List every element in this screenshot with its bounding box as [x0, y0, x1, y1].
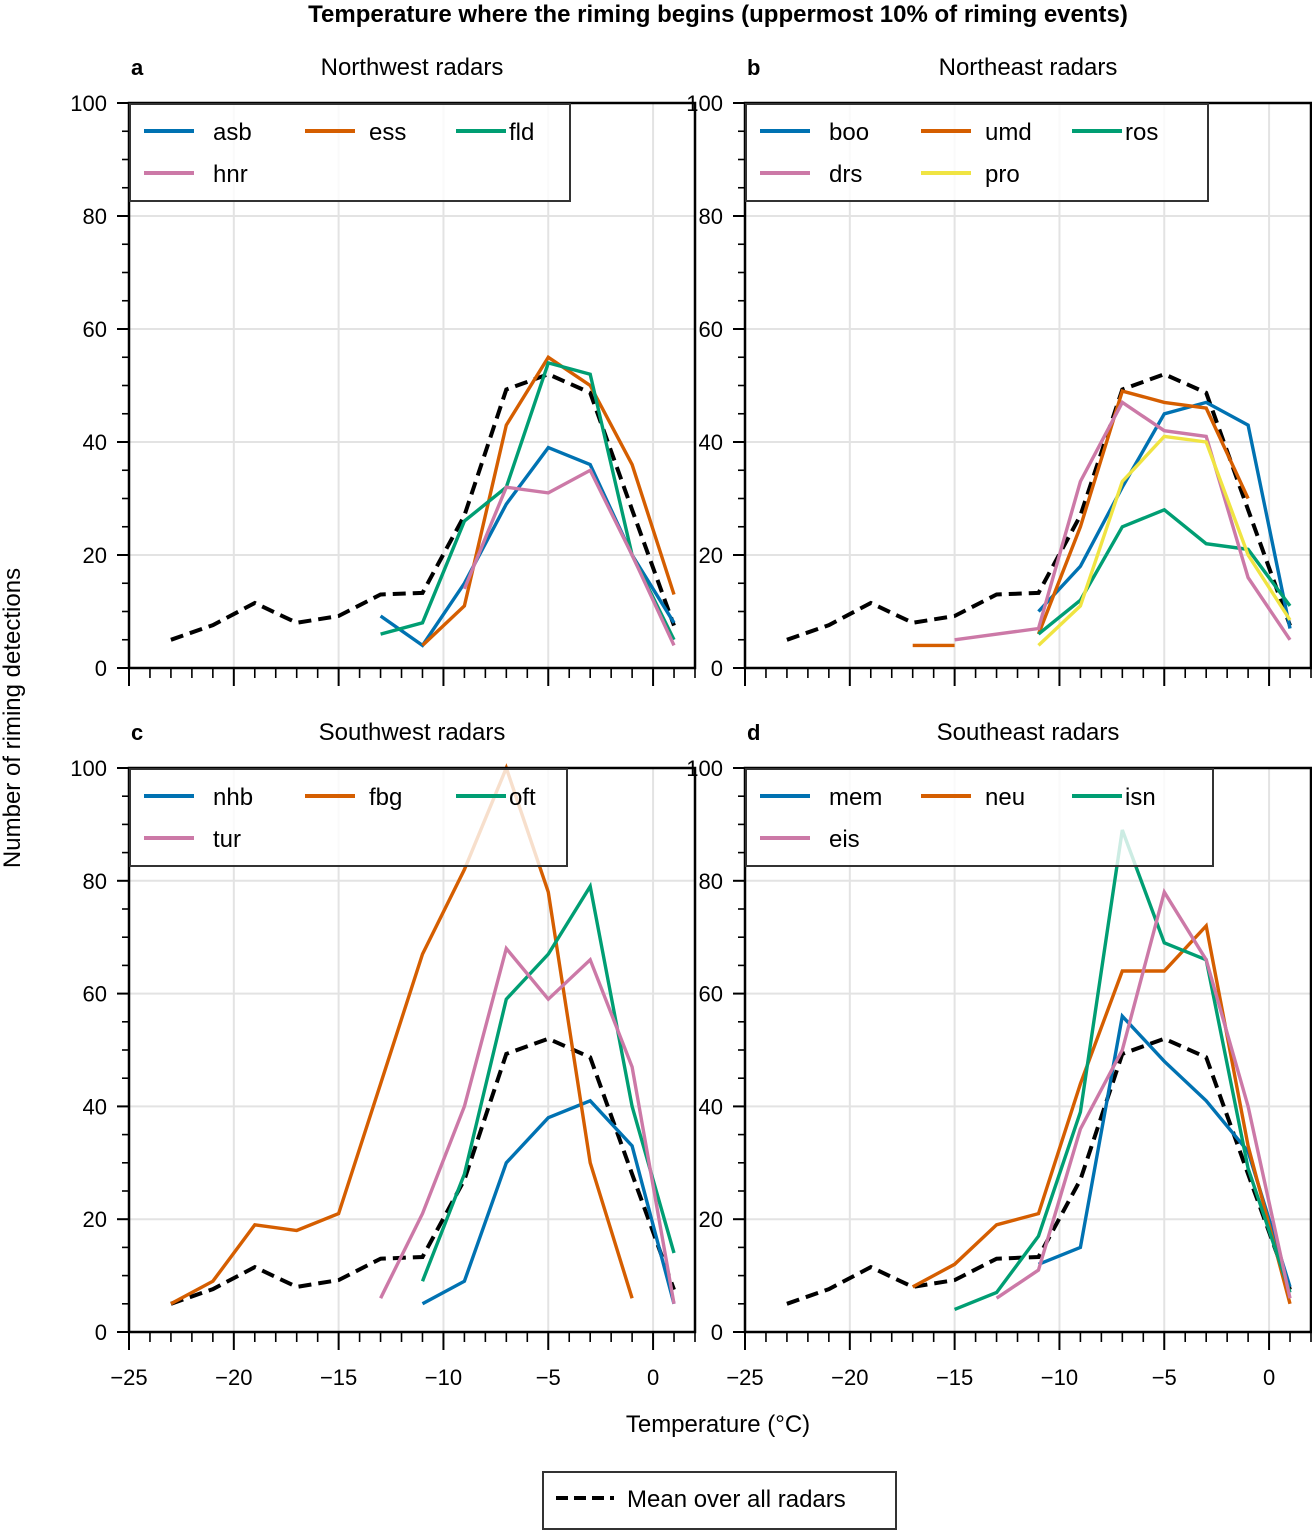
series-line-hnr — [462, 467, 676, 647]
y-tick-label: 20 — [83, 543, 107, 568]
legend-frame — [129, 103, 571, 202]
y-tick-label: 80 — [699, 869, 723, 894]
panels: 0 20 40 60 80 100 a Northwest radars asb ess fld hn… — [70, 54, 1312, 1390]
y-tick-label: 100 — [70, 756, 107, 781]
mean-line — [170, 1036, 676, 1306]
legend-label-eis: eis — [829, 826, 860, 853]
series-line-eis — [995, 887, 1292, 1300]
y-axis-label: Number of riming detections — [0, 568, 26, 868]
x-tick-label: −20 — [215, 1365, 252, 1390]
legend-label-pro: pro — [985, 161, 1020, 188]
legend-frame — [129, 768, 568, 867]
y-tick-label: 80 — [699, 204, 723, 229]
y-tick-label: 20 — [699, 543, 723, 568]
legend-frame — [745, 768, 1214, 867]
x-tick-label: −10 — [425, 1365, 462, 1390]
series-line-ess — [421, 354, 676, 647]
x-tick-label: −15 — [320, 1365, 357, 1390]
panel-letter: c — [131, 720, 143, 745]
panel-letter: d — [747, 720, 760, 745]
legend-label-asb: asb — [213, 119, 252, 146]
legend-label-tur: tur — [213, 826, 241, 853]
figure-title: Temperature where the riming begins (upp… — [308, 1, 1128, 28]
legend-label-mem: mem — [829, 784, 882, 811]
shared-legend-frame — [542, 1471, 897, 1530]
legend: mem neu isn eis — [745, 768, 1214, 867]
y-tick-label: 60 — [699, 982, 723, 1007]
legend-label-hnr: hnr — [213, 161, 248, 188]
y-tick-label: 100 — [686, 756, 723, 781]
y-tick-label: 60 — [699, 317, 723, 342]
series-line-oft — [420, 881, 676, 1282]
panel-b: 0 20 40 60 80 100 b Northeast radars boo umd ros dr… — [686, 54, 1312, 686]
panel-letter: a — [131, 55, 144, 80]
x-axis-label: Temperature (°C) — [626, 1411, 810, 1438]
series-line-boo — [1037, 400, 1292, 629]
legend: nhb fbg oft tur — [129, 768, 568, 867]
legend-label-drs: drs — [829, 161, 862, 188]
mean-line — [786, 372, 1292, 642]
series-line-isn — [953, 829, 1292, 1311]
y-tick-label: 0 — [711, 1320, 723, 1345]
x-tick-label: −15 — [936, 1365, 973, 1390]
x-tick-label: −10 — [1041, 1365, 1078, 1390]
legend-label-oft: oft — [509, 784, 536, 811]
panel-title: Northeast radars — [939, 54, 1118, 81]
legend-frame — [745, 103, 1209, 202]
y-tick-label: 80 — [83, 869, 107, 894]
legend-label-boo: boo — [829, 119, 869, 146]
panel-d: 0 20 40 60 80 100 −25 −20 −15 −10 −5 0 d Southeast ra… — [686, 719, 1312, 1390]
y-tick-label: 40 — [699, 430, 723, 455]
series-line-umd — [1036, 389, 1250, 635]
y-tick-label: 40 — [83, 1094, 107, 1119]
y-tick-label: 80 — [83, 204, 107, 229]
legend-label-umd: umd — [985, 119, 1032, 146]
series-line-nhb — [421, 1098, 676, 1306]
y-tick-label: 100 — [686, 91, 723, 116]
series-line-pro — [1037, 434, 1292, 647]
panel-c: 0 20 40 60 80 100 −25 −20 −15 −10 −5 0 c Southwest ra… — [70, 719, 697, 1390]
x-tick-label: −25 — [110, 1365, 147, 1390]
mean-line — [786, 1036, 1292, 1306]
series-line-fld — [380, 360, 676, 641]
y-tick-label: 20 — [699, 1207, 723, 1232]
y-tick-label: 0 — [95, 656, 107, 681]
series-line-fbg — [170, 763, 634, 1306]
y-tick-label: 60 — [83, 317, 107, 342]
panel-title: Northwest radars — [321, 54, 504, 81]
x-tick-label: −20 — [831, 1365, 868, 1390]
x-tick-label: 0 — [1263, 1365, 1275, 1390]
panel-title: Southwest radars — [319, 719, 506, 746]
legend-label-nhb: nhb — [213, 784, 253, 811]
y-tick-label: 0 — [95, 1320, 107, 1345]
legend-label-fld: fld — [509, 119, 534, 146]
mean-line — [170, 372, 676, 642]
x-tick-label: −25 — [726, 1365, 763, 1390]
x-tick-label: −5 — [1152, 1365, 1177, 1390]
x-tick-label: 0 — [647, 1365, 659, 1390]
legend-label-ess: ess — [369, 119, 406, 146]
panel-a: 0 20 40 60 80 100 a Northwest radars asb ess fld hn… — [70, 54, 697, 686]
x-tick-label: −5 — [536, 1365, 561, 1390]
panel-title: Southeast radars — [937, 719, 1120, 746]
legend: asb ess fld hnr — [129, 103, 571, 202]
y-tick-label: 60 — [83, 982, 107, 1007]
shared-legend: Mean over all radars — [542, 1471, 897, 1530]
shared-legend-label: Mean over all radars — [627, 1486, 846, 1513]
y-tick-label: 40 — [699, 1094, 723, 1119]
series-line-tur — [379, 944, 676, 1305]
y-tick-label: 0 — [711, 656, 723, 681]
series-line-drs — [954, 399, 1292, 642]
legend-label-ros: ros — [1125, 119, 1158, 146]
y-tick-label: 40 — [83, 430, 107, 455]
legend: boo umd ros drs pro — [745, 103, 1209, 202]
y-tick-label: 100 — [70, 91, 107, 116]
series-line-ros — [1037, 507, 1292, 636]
panel-letter: b — [747, 55, 760, 80]
legend-label-fbg: fbg — [369, 784, 402, 811]
y-tick-label: 20 — [83, 1207, 107, 1232]
legend-label-neu: neu — [985, 784, 1025, 811]
legend-label-isn: isn — [1125, 784, 1156, 811]
